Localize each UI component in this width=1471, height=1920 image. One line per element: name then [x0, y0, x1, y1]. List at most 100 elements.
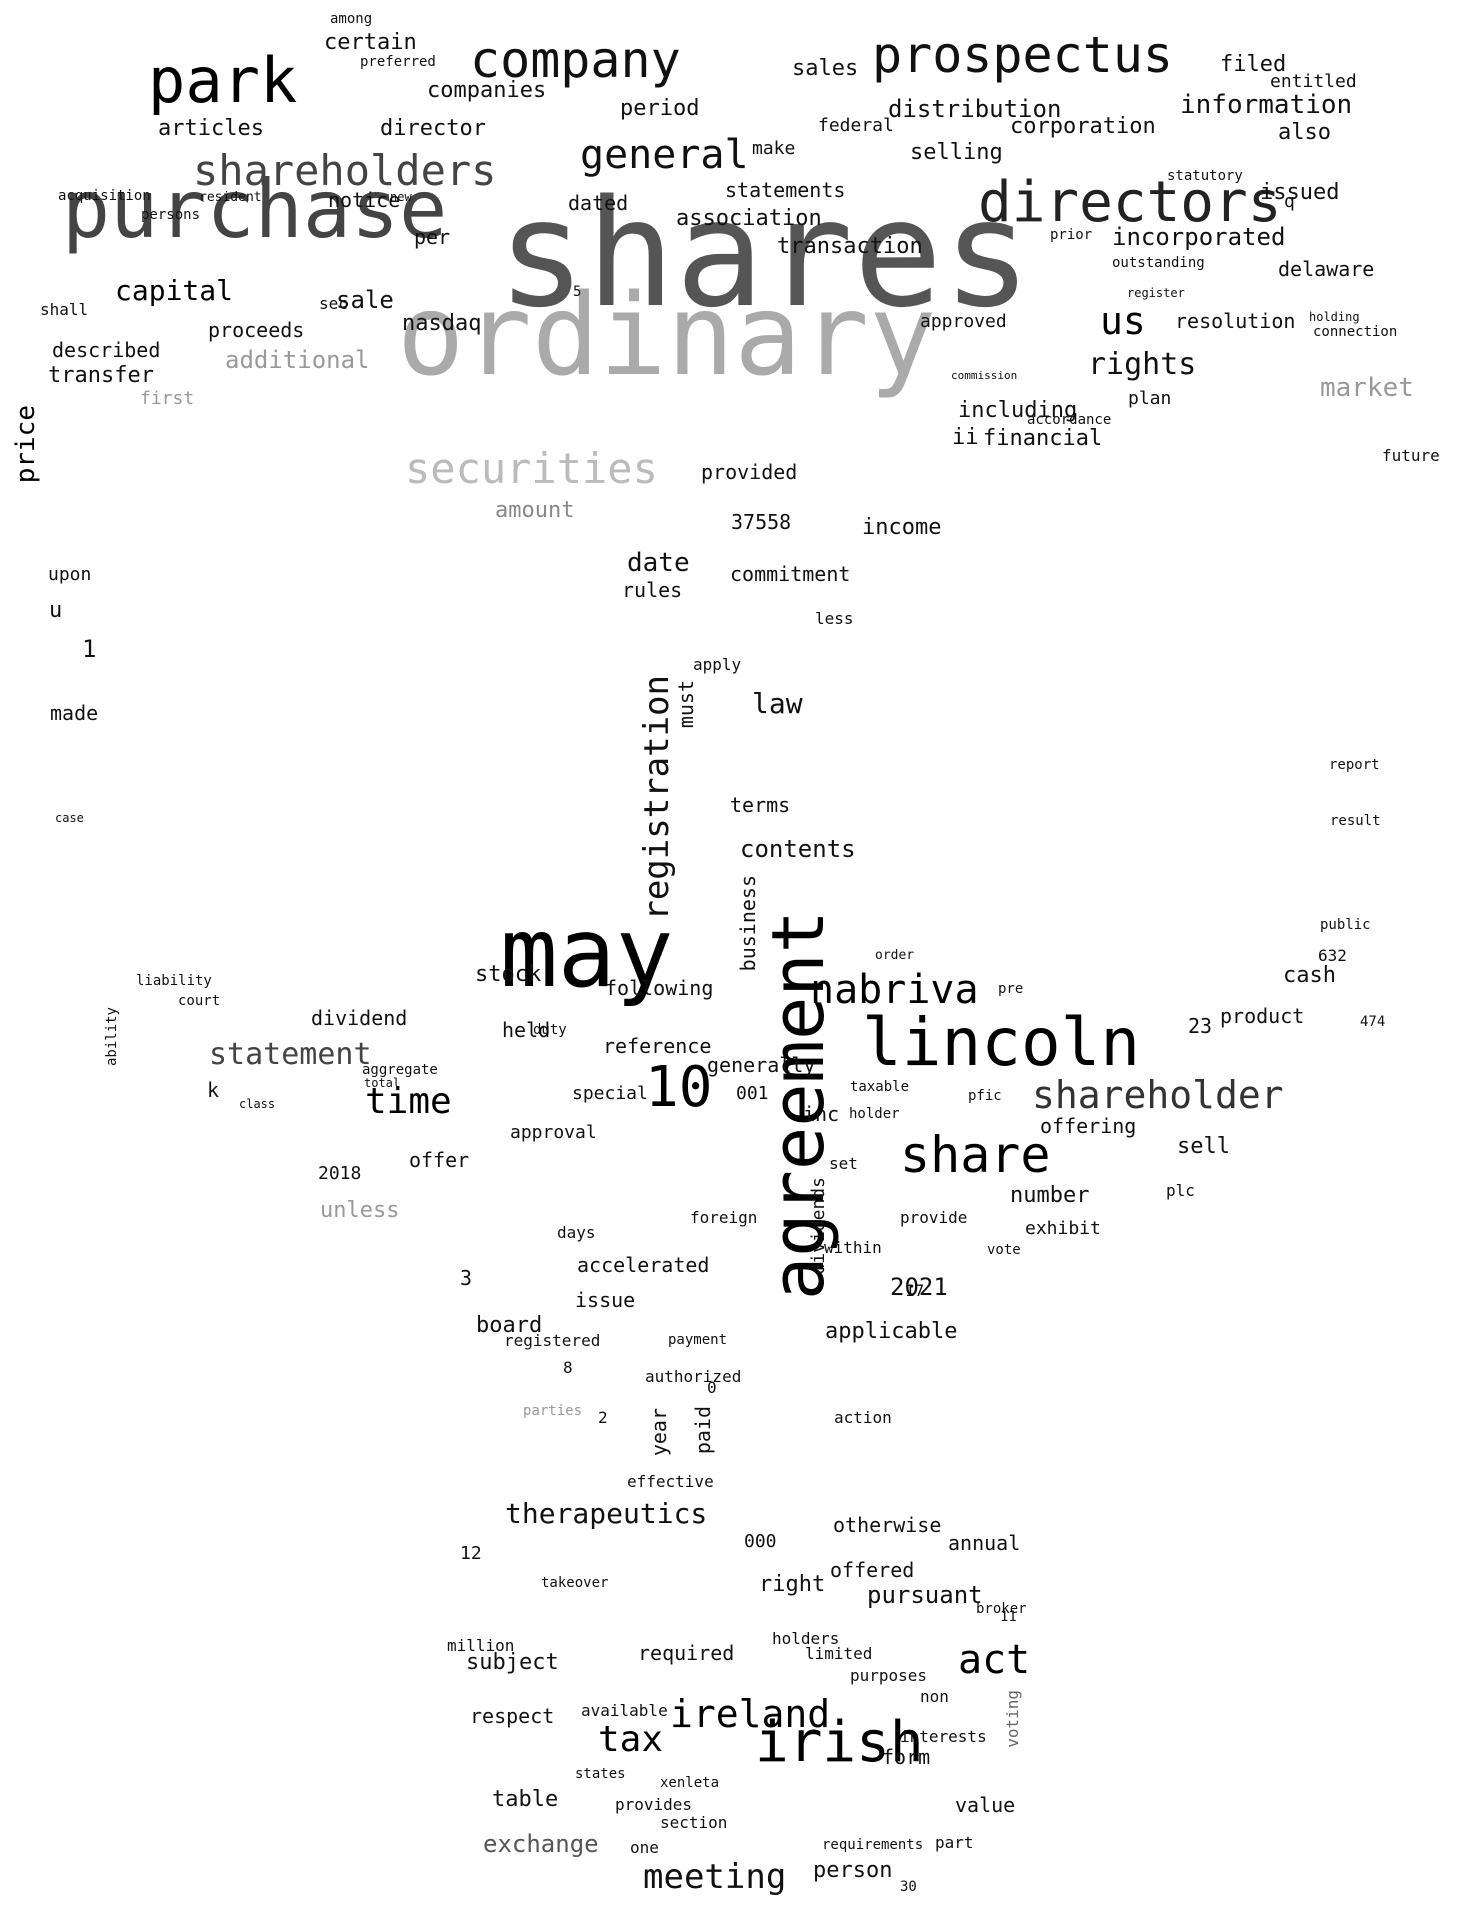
cloud-word: rights: [1088, 347, 1197, 382]
cloud-word: year: [647, 1408, 671, 1457]
cloud-word: transaction: [777, 234, 923, 259]
cloud-word: 0: [707, 1378, 717, 1397]
cloud-word: prospectus: [872, 26, 1174, 84]
cloud-word: new: [390, 190, 412, 204]
cloud-word: 5: [573, 284, 582, 300]
cloud-word: including: [958, 398, 1078, 423]
cloud-word: filed: [1220, 52, 1287, 77]
cloud-word: ireland: [670, 1692, 831, 1736]
cloud-word: ordinary: [397, 271, 937, 401]
cloud-word: approved: [920, 311, 1007, 332]
cloud-word: terms: [730, 793, 791, 817]
cloud-word: federal: [818, 115, 894, 136]
cloud-word: income: [862, 515, 942, 540]
cloud-word: paid: [691, 1406, 715, 1455]
cloud-word: capital: [115, 274, 234, 307]
cloud-word: cash: [1283, 963, 1336, 988]
cloud-word: foreign: [690, 1208, 758, 1227]
cloud-word: us: [1100, 299, 1146, 343]
cloud-word: result: [1330, 813, 1381, 829]
cloud-word: purposes: [850, 1666, 928, 1685]
cloud-word: report: [1329, 757, 1380, 773]
cloud-word: law: [752, 687, 803, 720]
cloud-word: act: [958, 1637, 1031, 1683]
cloud-word: value: [955, 1793, 1016, 1817]
cloud-word: association: [676, 206, 822, 231]
cloud-word: purchase: [62, 163, 448, 256]
cloud-word: court: [178, 993, 221, 1009]
cloud-word: shares: [497, 168, 1032, 340]
cloud-word: company: [470, 31, 681, 89]
cloud-word: 474: [1360, 1014, 1386, 1030]
cloud-word: holder: [849, 1106, 900, 1122]
cloud-word: limited: [805, 1644, 873, 1663]
cloud-word: transfer: [48, 363, 154, 388]
cloud-word: business: [736, 875, 760, 972]
cloud-word: q: [1284, 191, 1295, 212]
cloud-word: described: [52, 338, 161, 362]
cloud-word: sale: [336, 286, 394, 314]
cloud-word: registration: [637, 675, 677, 921]
cloud-word: apply: [693, 655, 742, 674]
cloud-word: generally: [707, 1053, 816, 1077]
cloud-word: lincoln: [862, 1004, 1141, 1081]
cloud-word: preferred: [360, 54, 436, 70]
cloud-word: statements: [725, 178, 846, 202]
cloud-word: information: [1180, 90, 1353, 120]
cloud-word: reference: [603, 1034, 712, 1058]
cloud-word: amount: [495, 498, 575, 523]
cloud-word: vote: [987, 1242, 1021, 1258]
cloud-word: parties: [523, 1403, 583, 1419]
cloud-word: sell: [1177, 1134, 1230, 1159]
cloud-word: commitment: [730, 562, 851, 586]
cloud-word: delaware: [1278, 257, 1375, 281]
cloud-word: sec: [319, 294, 348, 313]
cloud-word: park: [148, 44, 298, 117]
cloud-word: 8: [563, 1358, 573, 1377]
cloud-word: 632: [1318, 946, 1347, 965]
cloud-word: provide: [900, 1208, 968, 1227]
cloud-word: exhibit: [1025, 1218, 1101, 1239]
cloud-word: acquisition: [58, 188, 151, 204]
cloud-word: non: [920, 1687, 949, 1706]
cloud-word: effective: [627, 1472, 714, 1491]
cloud-word: plc: [1166, 1181, 1195, 1200]
cloud-word: duty: [533, 1022, 567, 1038]
cloud-word: order: [875, 948, 915, 963]
cloud-word: authorized: [645, 1367, 742, 1386]
cloud-word: statutory: [1167, 168, 1243, 184]
cloud-word: dividend: [311, 1006, 408, 1030]
cloud-word: proceeds: [208, 318, 305, 342]
cloud-word: must: [674, 680, 698, 729]
cloud-word: public: [1320, 917, 1371, 933]
cloud-word: plan: [1128, 388, 1172, 409]
cloud-word: 37558: [731, 510, 792, 534]
cloud-word: 10: [645, 1055, 713, 1120]
cloud-word: otherwise: [833, 1513, 942, 1537]
cloud-word: notice: [328, 188, 401, 212]
cloud-word: aggregate: [362, 1062, 438, 1078]
cloud-word: resident: [199, 190, 262, 205]
cloud-word: provides: [615, 1795, 693, 1814]
cloud-word: annual: [948, 1531, 1021, 1555]
cloud-word: one: [630, 1838, 659, 1857]
cloud-word: registered: [504, 1331, 601, 1350]
cloud-word: dated: [568, 191, 629, 215]
cloud-word: accordance: [1027, 412, 1112, 428]
cloud-word: broker: [976, 1601, 1027, 1617]
cloud-word: 23: [1188, 1014, 1213, 1038]
cloud-word: product: [1220, 1004, 1305, 1028]
cloud-word: case: [55, 811, 84, 825]
cloud-word: rules: [622, 578, 683, 602]
cloud-word: articles: [158, 116, 264, 141]
cloud-word: days: [557, 1223, 596, 1242]
cloud-word: states: [575, 1766, 626, 1782]
cloud-word: right: [759, 1572, 826, 1597]
cloud-word: provided: [701, 460, 798, 484]
cloud-word: shareholders: [193, 146, 497, 195]
cloud-word: outstanding: [1112, 255, 1205, 271]
cloud-word: holders: [772, 1629, 840, 1648]
cloud-word: nabriva: [810, 967, 979, 1013]
cloud-word: unless: [320, 1198, 400, 1223]
